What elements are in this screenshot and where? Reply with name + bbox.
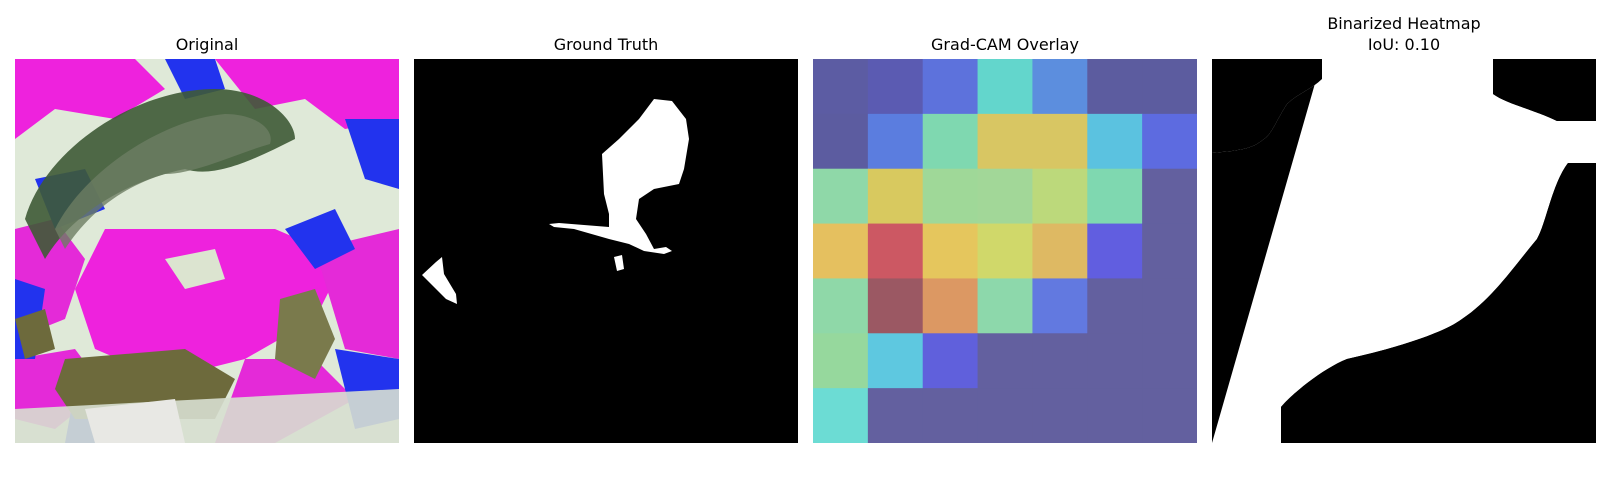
heatmap-cell-0-1 [867, 59, 924, 115]
heatmap-cell-2-4 [1032, 168, 1088, 225]
heatmap-cell-5-6 [1142, 333, 1197, 389]
heatmap-cell-5-2 [922, 333, 979, 389]
heatmap-cell-5-5 [1087, 333, 1143, 389]
ground-truth-panel [414, 59, 798, 443]
heatmap-cell-3-0 [813, 223, 869, 279]
heatmap-cell-4-1 [867, 278, 924, 334]
heatmap-cell-1-1 [867, 113, 924, 170]
ground-truth-mask [414, 59, 798, 443]
original-image-panel [15, 59, 399, 443]
heatmap-cell-6-3 [977, 388, 1033, 443]
heatmap-cell-5-0 [813, 333, 869, 389]
heatmap-cell-0-6 [1142, 59, 1197, 115]
gradcam-overlay [813, 59, 1197, 443]
heatmap-cell-2-0 [813, 168, 869, 225]
heatmap-cell-1-3 [977, 113, 1033, 170]
heatmap-cell-1-4 [1032, 113, 1088, 170]
heatmap-cell-0-3 [977, 59, 1033, 115]
binarized-heatmap-panel [1212, 59, 1596, 443]
heatmap-cell-6-2 [922, 388, 979, 443]
iou-score-label: IoU: 0.10 [1367, 35, 1441, 54]
heatmap-cell-6-1 [867, 388, 924, 443]
heatmap-cell-4-6 [1142, 278, 1197, 334]
heatmap-cell-0-2 [922, 59, 979, 115]
heatmap-cell-0-5 [1087, 59, 1143, 115]
heatmap-cell-6-5 [1087, 388, 1143, 443]
heatmap-cell-2-2 [922, 168, 979, 225]
heatmap-cell-4-5 [1087, 278, 1143, 334]
panel-title-original: Original [175, 35, 239, 54]
heatmap-cell-1-5 [1087, 113, 1143, 170]
panel-title-gradcam-overlay: Grad-CAM Overlay [931, 35, 1079, 54]
heatmap-cell-4-0 [813, 278, 869, 334]
heatmap-cell-2-5 [1087, 168, 1143, 225]
panel-title-binarized-heatmap: Binarized Heatmap [1327, 14, 1481, 33]
heatmap-cell-5-1 [867, 333, 924, 389]
heatmap-cell-1-6 [1142, 113, 1197, 170]
heatmap-cell-6-0 [813, 388, 869, 443]
original-image [15, 59, 399, 443]
panel-title-ground-truth: Ground Truth [553, 35, 659, 54]
heatmap-cell-2-3 [977, 168, 1033, 225]
heatmap-cell-5-4 [1032, 333, 1088, 389]
heatmap-cell-3-4 [1032, 223, 1088, 279]
binarized-heatmap [1212, 59, 1596, 443]
heatmap-cell-4-4 [1032, 278, 1088, 334]
heatmap-cell-3-3 [977, 223, 1033, 279]
heatmap-cell-6-4 [1032, 388, 1088, 443]
heatmap-cell-6-6 [1142, 388, 1197, 443]
heatmap-cell-3-1 [867, 223, 924, 279]
heatmap-cell-2-6 [1142, 168, 1197, 225]
heatmap-cell-0-0 [813, 59, 869, 115]
heatmap-cell-5-3 [977, 333, 1033, 389]
heatmap-cell-3-6 [1142, 223, 1197, 279]
heatmap-cell-1-2 [922, 113, 979, 170]
heatmap-cell-4-2 [922, 278, 979, 334]
heatmap-cell-4-3 [977, 278, 1033, 334]
gradcam-overlay-panel [813, 59, 1197, 443]
heatmap-cell-3-2 [922, 223, 979, 279]
heatmap-cell-1-0 [813, 113, 869, 170]
heatmap-cell-2-1 [867, 168, 924, 225]
heatmap-cell-0-4 [1032, 59, 1088, 115]
heatmap-cell-3-5 [1087, 223, 1143, 279]
